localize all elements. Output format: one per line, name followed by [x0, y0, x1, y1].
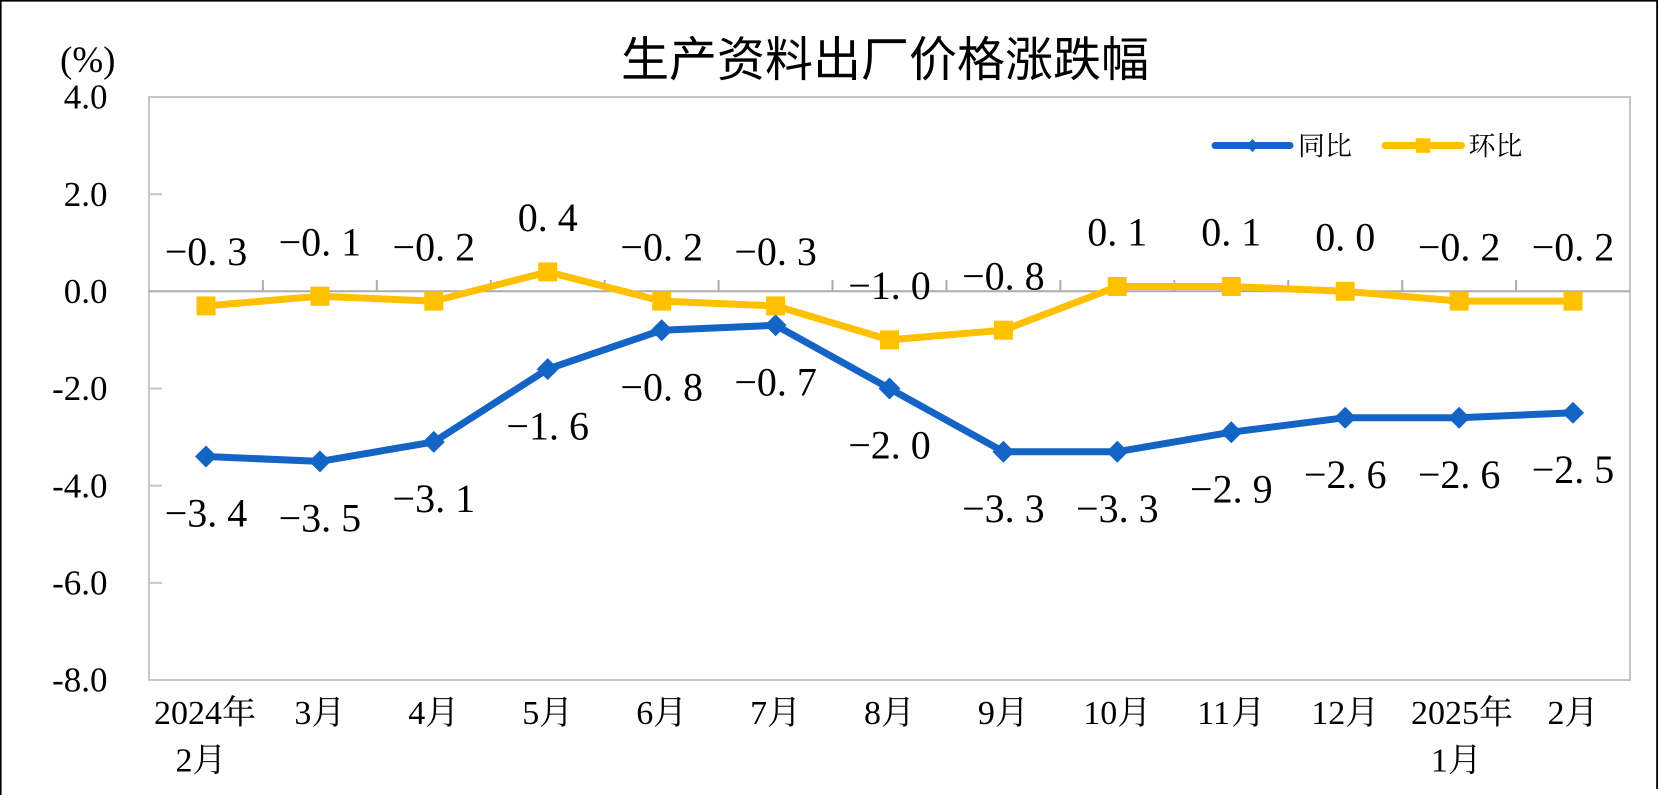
svg-text:2024: 2024: [154, 695, 222, 732]
svg-text:−0. 8: −0. 8: [962, 253, 1045, 298]
svg-text:−2. 6: −2. 6: [1304, 452, 1387, 497]
svg-text:−3. 3: −3. 3: [962, 486, 1045, 531]
svg-text:-6.0: -6.0: [52, 563, 107, 602]
svg-text:-8.0: -8.0: [52, 661, 107, 700]
svg-text:6: 6: [636, 695, 653, 732]
svg-text:−3. 5: −3. 5: [279, 496, 362, 541]
svg-text:−2. 5: −2. 5: [1532, 447, 1615, 492]
svg-text:0. 0: 0. 0: [1315, 215, 1375, 260]
svg-text:8: 8: [864, 695, 881, 732]
svg-text:0.0: 0.0: [64, 272, 108, 311]
svg-text:−3. 3: −3. 3: [1076, 486, 1159, 531]
svg-text:11: 11: [1197, 695, 1230, 732]
svg-text:12: 12: [1311, 695, 1345, 732]
svg-text:−2. 0: −2. 0: [848, 423, 931, 468]
svg-text:0. 4: 0. 4: [518, 195, 578, 240]
svg-text:−0. 3: −0. 3: [165, 229, 248, 274]
svg-text:−0. 7: −0. 7: [734, 360, 817, 405]
svg-text:−0. 2: −0. 2: [1532, 224, 1615, 269]
svg-text:10: 10: [1083, 695, 1117, 732]
svg-text:−3. 1: −3. 1: [393, 476, 476, 521]
svg-text:−0. 2: −0. 2: [393, 224, 476, 269]
svg-text:−0. 1: −0. 1: [279, 219, 362, 264]
svg-text:2.0: 2.0: [64, 175, 108, 214]
svg-text:4.0: 4.0: [64, 78, 108, 117]
svg-text:−1. 0: −1. 0: [848, 263, 931, 308]
svg-text:−0. 2: −0. 2: [620, 224, 703, 269]
svg-text:−1. 6: −1. 6: [506, 403, 589, 448]
svg-text:−2. 9: −2. 9: [1190, 466, 1273, 511]
svg-text:7: 7: [750, 695, 767, 732]
svg-text:(%): (%): [60, 40, 115, 81]
svg-text:−0. 3: −0. 3: [734, 229, 817, 274]
svg-text:1: 1: [1431, 743, 1448, 780]
svg-text:−3. 4: −3. 4: [165, 491, 248, 536]
svg-text:-4.0: -4.0: [52, 466, 107, 505]
svg-text:−0. 8: −0. 8: [620, 364, 703, 409]
svg-text:0. 1: 0. 1: [1087, 210, 1147, 255]
svg-text:5: 5: [522, 695, 539, 732]
svg-text:2: 2: [176, 743, 193, 780]
svg-text:2025: 2025: [1411, 695, 1479, 732]
svg-text:3: 3: [294, 695, 311, 732]
svg-text:−2. 6: −2. 6: [1418, 452, 1501, 497]
svg-text:0. 1: 0. 1: [1201, 210, 1261, 255]
svg-text:-2.0: -2.0: [52, 369, 107, 408]
svg-text:−0. 2: −0. 2: [1418, 224, 1501, 269]
svg-text:9: 9: [978, 695, 995, 732]
svg-text:2: 2: [1548, 695, 1565, 732]
svg-text:4: 4: [408, 695, 425, 732]
